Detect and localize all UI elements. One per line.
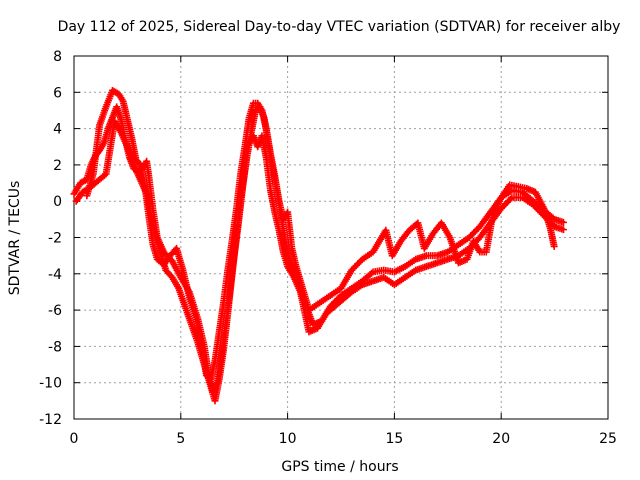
- y-tick-label: -10: [39, 376, 62, 392]
- y-axis-label: SDTVAR / TECUs: [7, 181, 23, 296]
- x-tick-label: 20: [492, 431, 510, 447]
- series-alby-lower-branch: [72, 117, 567, 405]
- y-tick-label: -12: [39, 412, 62, 428]
- x-tick-label: 10: [279, 431, 297, 447]
- data-point: [550, 242, 558, 250]
- y-tick-label: -2: [48, 231, 62, 247]
- y-tick-label: -6: [48, 303, 62, 319]
- x-tick-label: 15: [385, 431, 403, 447]
- y-tick-label: 4: [53, 122, 62, 138]
- x-tick-label: 25: [599, 431, 617, 447]
- y-tick-label: 6: [53, 85, 62, 101]
- axis-ticks: 0 5 10 15 20 25 -12 -10 -8 -6 -4 -2 0 2 4 6 8: [39, 49, 617, 447]
- data-point: [560, 218, 567, 226]
- y-tick-label: 0: [53, 194, 62, 210]
- x-axis-label: GPS time / hours: [281, 459, 398, 475]
- x-tick-label: 0: [70, 431, 79, 447]
- data-point: [368, 269, 376, 277]
- x-tick-label: 5: [176, 431, 185, 447]
- y-tick-label: 8: [53, 49, 62, 65]
- y-tick-label: -4: [48, 267, 62, 283]
- y-tick-label: 2: [53, 158, 62, 174]
- chart-title: Day 112 of 2025, Sidereal Day-to-day VTE…: [58, 19, 621, 35]
- series-alby: [70, 103, 567, 396]
- data-point: [560, 226, 567, 234]
- data-series: [70, 86, 567, 405]
- y-tick-label: -8: [48, 339, 62, 355]
